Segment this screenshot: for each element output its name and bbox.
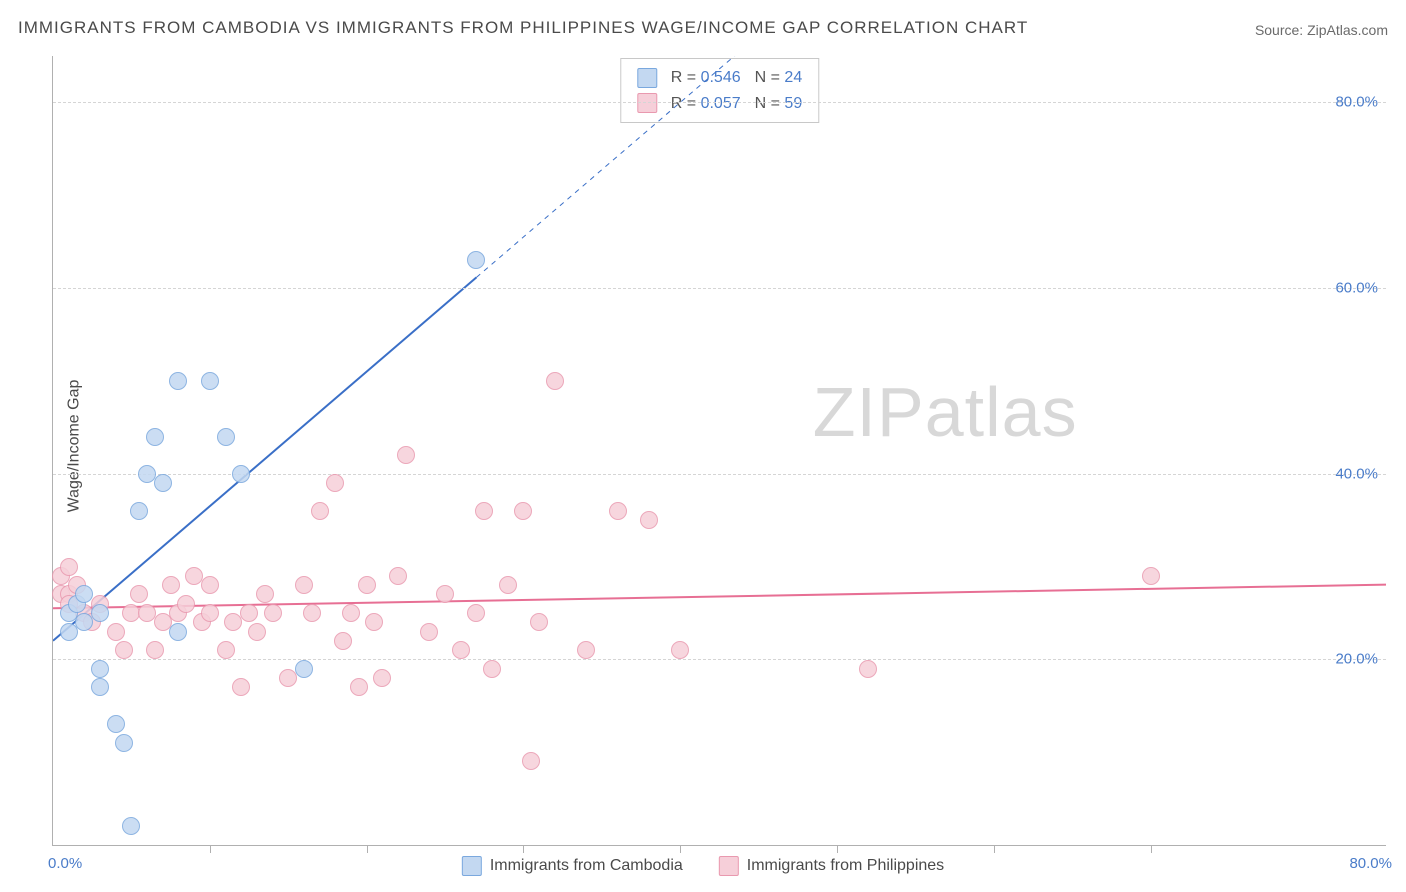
- data-point: [107, 623, 125, 641]
- x-axis-max-label: 80.0%: [1349, 855, 1392, 872]
- data-point: [467, 604, 485, 622]
- gridline: [53, 102, 1386, 103]
- data-point: [264, 604, 282, 622]
- data-point: [240, 604, 258, 622]
- legend-label-1: Immigrants from Cambodia: [490, 857, 683, 875]
- data-point: [122, 817, 140, 835]
- x-tick: [994, 845, 995, 853]
- x-tick: [1151, 845, 1152, 853]
- data-point: [201, 604, 219, 622]
- y-tick-label: 80.0%: [1335, 94, 1378, 111]
- data-point: [373, 669, 391, 687]
- data-point: [671, 641, 689, 659]
- data-point: [154, 474, 172, 492]
- data-point: [295, 660, 313, 678]
- stats-swatch-1: [637, 68, 657, 88]
- data-point: [232, 678, 250, 696]
- data-point: [217, 428, 235, 446]
- data-point: [514, 502, 532, 520]
- gridline: [53, 659, 1386, 660]
- data-point: [115, 641, 133, 659]
- data-point: [232, 465, 250, 483]
- watermark-atlas: atlas: [925, 373, 1078, 451]
- data-point: [91, 604, 109, 622]
- data-point: [130, 502, 148, 520]
- stats-r-1: 0.546: [701, 69, 741, 86]
- data-point: [162, 576, 180, 594]
- data-point: [522, 752, 540, 770]
- watermark: ZIPatlas: [813, 372, 1078, 452]
- data-point: [326, 474, 344, 492]
- legend: Immigrants from Cambodia Immigrants from…: [462, 856, 944, 876]
- x-tick: [210, 845, 211, 853]
- data-point: [609, 502, 627, 520]
- stats-n-1: 24: [784, 69, 802, 86]
- data-point: [248, 623, 266, 641]
- data-point: [452, 641, 470, 659]
- data-point: [146, 428, 164, 446]
- data-point: [169, 372, 187, 390]
- watermark-zip: ZIP: [813, 373, 925, 451]
- data-point: [177, 595, 195, 613]
- data-point: [146, 641, 164, 659]
- data-point: [483, 660, 501, 678]
- x-tick: [837, 845, 838, 853]
- data-point: [1142, 567, 1160, 585]
- y-tick-label: 40.0%: [1335, 465, 1378, 482]
- data-point: [91, 678, 109, 696]
- chart-title: IMMIGRANTS FROM CAMBODIA VS IMMIGRANTS F…: [18, 18, 1028, 38]
- legend-swatch-2: [719, 856, 739, 876]
- source-label: Source: ZipAtlas.com: [1255, 22, 1388, 38]
- data-point: [91, 660, 109, 678]
- legend-swatch-1: [462, 856, 482, 876]
- data-point: [365, 613, 383, 631]
- trend-lines: [53, 56, 1386, 845]
- data-point: [859, 660, 877, 678]
- gridline: [53, 474, 1386, 475]
- legend-item-2: Immigrants from Philippines: [719, 856, 944, 876]
- data-point: [546, 372, 564, 390]
- data-point: [358, 576, 376, 594]
- data-point: [311, 502, 329, 520]
- data-point: [75, 585, 93, 603]
- data-point: [130, 585, 148, 603]
- y-tick-label: 20.0%: [1335, 651, 1378, 668]
- data-point: [420, 623, 438, 641]
- data-point: [334, 632, 352, 650]
- x-tick: [367, 845, 368, 853]
- plot-area: ZIPatlas R = 0.546 N = 24 R = 0.057 N = …: [52, 56, 1386, 846]
- x-axis-min-label: 0.0%: [48, 855, 82, 872]
- y-tick-label: 60.0%: [1335, 280, 1378, 297]
- data-point: [201, 576, 219, 594]
- data-point: [350, 678, 368, 696]
- data-point: [60, 558, 78, 576]
- data-point: [530, 613, 548, 631]
- data-point: [577, 641, 595, 659]
- data-point: [397, 446, 415, 464]
- data-point: [499, 576, 517, 594]
- data-point: [201, 372, 219, 390]
- data-point: [389, 567, 407, 585]
- stats-row-1: R = 0.546 N = 24: [637, 65, 802, 91]
- stats-box: R = 0.546 N = 24 R = 0.057 N = 59: [620, 58, 819, 123]
- data-point: [475, 502, 493, 520]
- data-point: [217, 641, 235, 659]
- data-point: [436, 585, 454, 603]
- data-point: [256, 585, 274, 603]
- data-point: [169, 623, 187, 641]
- data-point: [115, 734, 133, 752]
- legend-label-2: Immigrants from Philippines: [747, 857, 944, 875]
- data-point: [295, 576, 313, 594]
- data-point: [303, 604, 321, 622]
- x-tick: [523, 845, 524, 853]
- data-point: [107, 715, 125, 733]
- gridline: [53, 288, 1386, 289]
- x-tick: [680, 845, 681, 853]
- data-point: [467, 251, 485, 269]
- data-point: [640, 511, 658, 529]
- legend-item-1: Immigrants from Cambodia: [462, 856, 683, 876]
- data-point: [342, 604, 360, 622]
